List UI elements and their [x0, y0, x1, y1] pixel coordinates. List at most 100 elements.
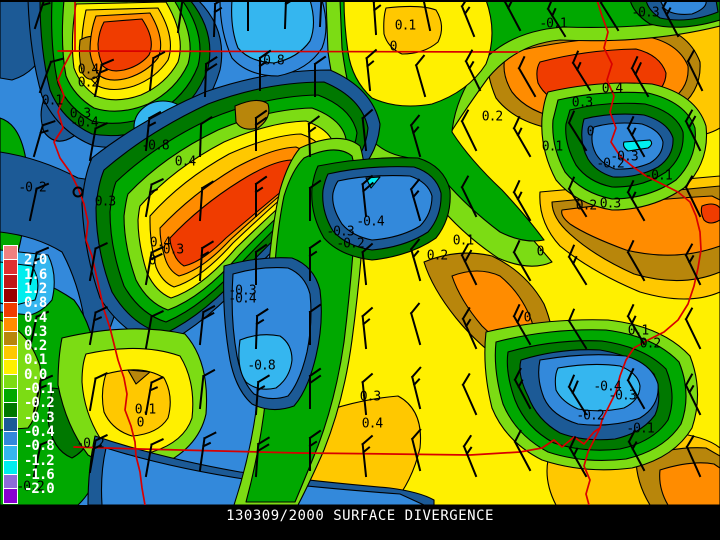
- wind-barb-icon: [464, 49, 482, 92]
- wind-barb-icon: [686, 49, 704, 92]
- wind-barb-icon: [144, 438, 164, 478]
- wind-barb-icon: [409, 114, 422, 158]
- divergence-map[interactable]: 0.4 0.2 0.1 0.3 -0.4 -0.8 0.4 -0.8 0.1 0 -0.1 -0.3 0…: [0, 0, 720, 505]
- wind-barb-icon: [410, 366, 422, 410]
- wind-barb-icon: [630, 55, 650, 98]
- colorbar-swatch: [3, 287, 18, 305]
- wind-barb-icon: [571, 50, 592, 92]
- wind-barb-icon: [461, 306, 478, 350]
- map-canvas[interactable]: [0, 0, 720, 505]
- wind-barb-icon: [308, 303, 322, 345]
- colorbar-value: 0.3: [24, 323, 47, 340]
- wind-barb-icon: [148, 50, 166, 92]
- wind-barb-icon: [88, 372, 108, 412]
- wind-barb-icon: [32, 119, 56, 158]
- wind-barb-icon: [685, 434, 702, 478]
- wind-barb-icon: [365, 48, 378, 92]
- colorbar-value: 0.2: [24, 338, 47, 355]
- wind-barb-icon: [409, 238, 422, 282]
- colorbar-swatch: [3, 402, 18, 419]
- wind-barbs: [28, 0, 704, 478]
- wind-barb-icon: [144, 178, 164, 218]
- wind-barb-icon: [409, 302, 422, 346]
- wind-barb-icon: [626, 367, 646, 410]
- wind-barb-icon: [198, 431, 217, 472]
- title-bar: 130309/2000 SURFACE DIVERGENCE: [0, 505, 720, 540]
- colorbar-swatch: [3, 316, 18, 333]
- wind-barb-icon: [517, 55, 537, 98]
- wind-barb-icon: [410, 428, 422, 472]
- colorbar-value: -0.4: [24, 423, 55, 440]
- wind-barb-icon: [546, 0, 567, 38]
- wind-barb-icon: [462, 434, 478, 478]
- wind-barb-icon: [28, 246, 50, 286]
- wind-barb-icon: [461, 372, 478, 416]
- colorbar-swatch: [3, 445, 18, 462]
- colorbar-swatch: [3, 330, 18, 348]
- wind-barb-icon: [361, 372, 374, 416]
- colorbar-swatch: [3, 459, 18, 476]
- colorbar-swatch: [3, 345, 18, 362]
- wind-barb-icon: [460, 243, 478, 286]
- wind-barb-icon: [33, 0, 58, 30]
- wind-barb-icon: [361, 174, 375, 218]
- colorbar-value: -0.2: [24, 395, 55, 412]
- colorbar-swatch: [3, 259, 18, 276]
- wind-barb-icon: [626, 179, 646, 222]
- wind-barb-icon: [198, 115, 213, 158]
- wind-barb-icon: [28, 182, 50, 222]
- wind-barb-icon: [567, 110, 588, 152]
- wind-barb-icon: [567, 374, 588, 416]
- wind-barb-icon: [254, 374, 271, 416]
- wind-barb-icon: [38, 57, 64, 94]
- wind-barb-icon: [254, 243, 268, 285]
- wind-barb-icon: [460, 109, 478, 152]
- colorbar-value: 0.4: [24, 309, 47, 326]
- wind-barb-icon: [144, 376, 164, 416]
- wind-barb-icon: [361, 108, 374, 152]
- wind-barb-icon: [626, 115, 646, 158]
- wind-barb-icon: [258, 49, 272, 91]
- wind-barb-icon: [88, 434, 108, 474]
- colorbar-value: 1.2: [24, 280, 47, 297]
- wind-barb-icon: [684, 109, 702, 152]
- wind-barb-icon: [144, 110, 162, 152]
- filled-contours: [0, 0, 720, 505]
- colorbar-value: 2.0: [24, 252, 47, 269]
- colorbar-swatch: [3, 244, 18, 262]
- colorbar-swatch: [3, 273, 18, 290]
- wind-barb-icon: [88, 306, 108, 346]
- wind-barb-icon: [308, 179, 322, 221]
- wind-barb-icon: [198, 368, 216, 410]
- wind-barb-icon: [88, 242, 108, 282]
- wind-barb-icon: [198, 304, 216, 346]
- colorbar-swatch: [3, 488, 18, 505]
- colorbar-swatch: [3, 416, 18, 433]
- wind-barb-icon: [247, 0, 249, 31]
- colorbar-swatch: [3, 359, 18, 376]
- wind-barb-icon: [503, 0, 522, 32]
- colorbar-value: -1.6: [24, 466, 55, 483]
- wind-barb-icon: [93, 58, 115, 98]
- wind-barb-icon: [460, 175, 478, 218]
- colorbar-value: 1.6: [24, 266, 47, 283]
- wind-barb-icon: [144, 310, 164, 350]
- wind-barb-icon: [513, 367, 532, 410]
- wind-barb-icon: [32, 374, 54, 414]
- wind-barb-icon: [513, 429, 532, 472]
- wind-barb-icon: [568, 435, 588, 478]
- wind-barb-icon: [512, 239, 532, 282]
- wind-barb-icon: [32, 438, 54, 478]
- wind-barb-icon: [361, 306, 374, 350]
- colorbar-swatch: [3, 473, 18, 491]
- wind-barb-icon: [28, 310, 50, 350]
- wind-barb-icon: [203, 55, 218, 98]
- wind-barb-icon: [254, 175, 268, 217]
- colorbar-swatch: [3, 373, 18, 391]
- wind-barb-icon: [567, 308, 588, 350]
- wind-barb-icon: [318, 0, 334, 28]
- wind-barb-icon: [361, 434, 374, 478]
- wind-barb-icon: [308, 367, 322, 409]
- wind-barb-icon: [308, 429, 322, 471]
